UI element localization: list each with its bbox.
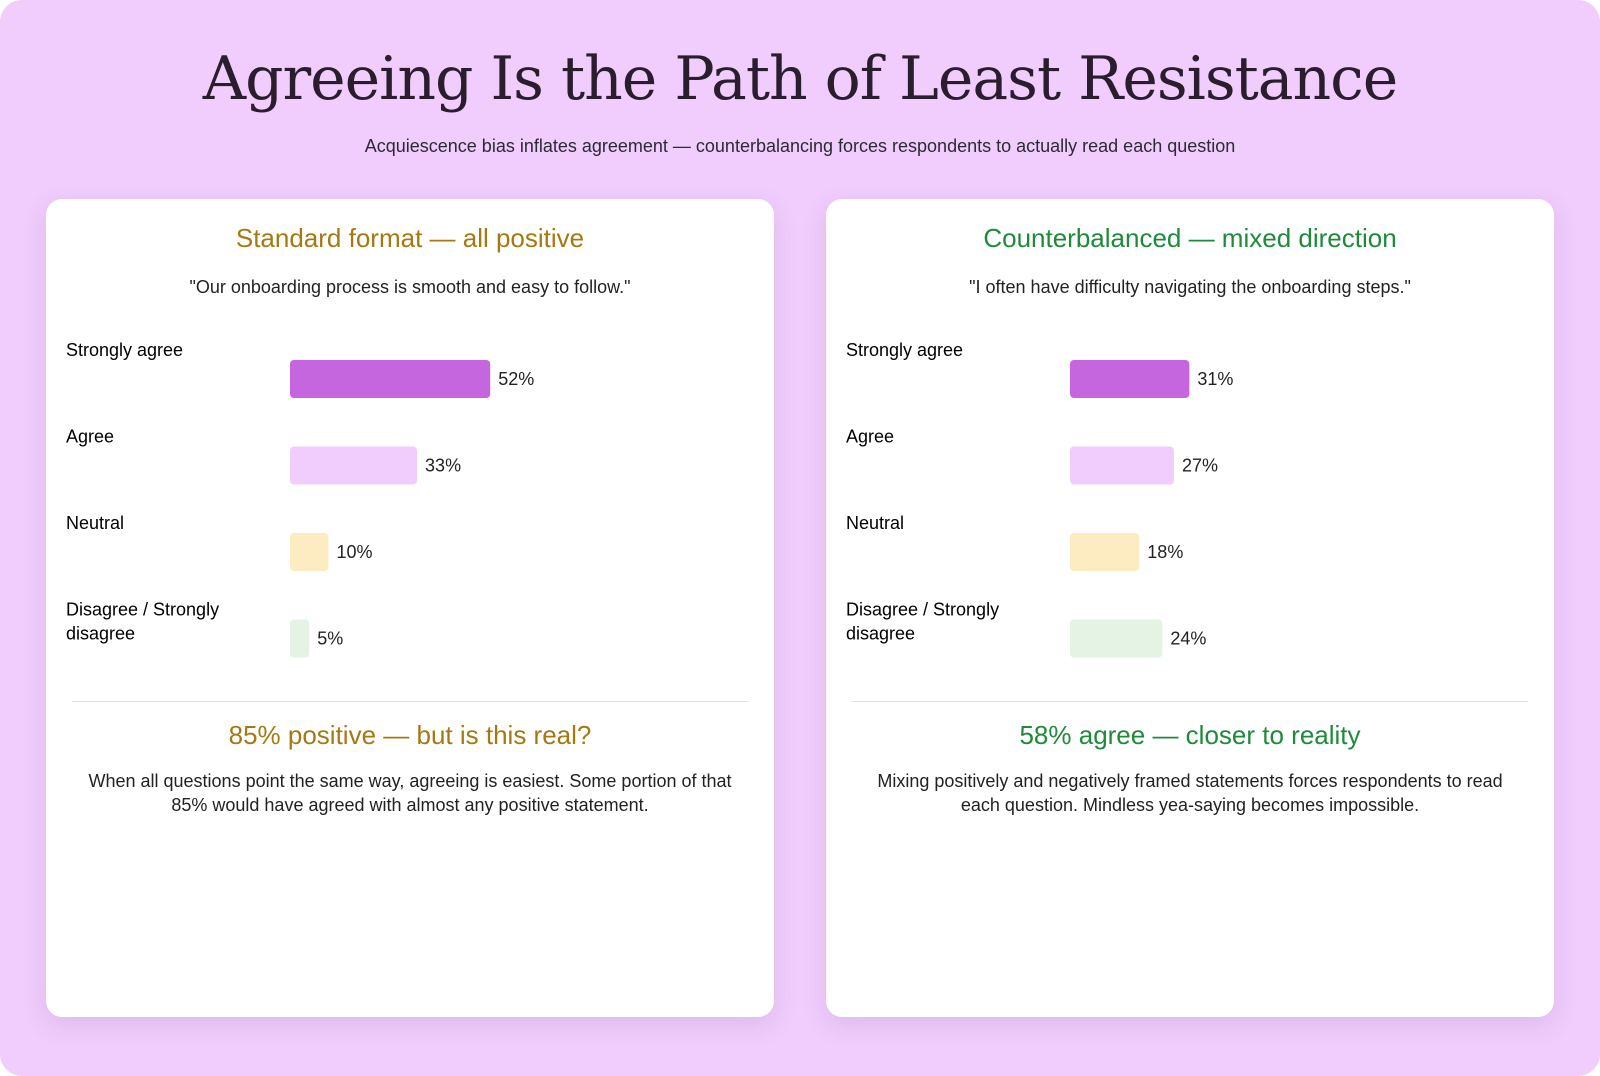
counterbalanced-bar-neutral [1070, 533, 1140, 571]
standard-label-strongly-agree: Strongly agree [66, 340, 183, 360]
counterbalanced-divider [852, 701, 1528, 702]
standard-value-strongly-agree: 52% [498, 369, 534, 389]
counterbalanced-label-strongly-agree: Strongly agree [846, 340, 963, 360]
standard-value-neutral: 10% [337, 542, 373, 562]
standard-value-disagree: 5% [317, 629, 343, 649]
standard-bar-disagree [290, 619, 310, 658]
page-subtitle: Acquiescence bias inflates agreement — c… [364, 136, 1236, 156]
standard-bar-agree [290, 446, 418, 485]
counterbalanced-explanation: Mixing positively and negatively framed … [877, 771, 1503, 815]
counterbalanced-panel-title: Counterbalanced — mixed direction [983, 223, 1397, 253]
counterbalanced-label-agree: Agree [846, 427, 894, 447]
counterbalanced-value-disagree: 24% [1170, 629, 1206, 649]
counterbalanced-bar-chart: Strongly agree 31% Agree 27% Neutral 18% Disag… [846, 340, 1233, 658]
standard-divider [72, 701, 748, 702]
counterbalanced-statement: "I often have difficulty navigating the … [969, 277, 1411, 297]
counterbalanced-panel: Counterbalanced — mixed direction "I oft… [826, 199, 1554, 1017]
counterbalanced-value-neutral: 18% [1147, 542, 1183, 562]
page-title: Agreeing Is the Path of Least Resistance [202, 44, 1399, 114]
standard-bar-strongly-agree [290, 360, 491, 398]
counterbalanced-label-neutral: Neutral [846, 513, 904, 533]
counterbalanced-bar-strongly-agree [1070, 360, 1190, 398]
standard-panel-title: Standard format — all positive [235, 223, 585, 253]
counterbalanced-bar-disagree [1070, 619, 1163, 658]
standard-value-agree: 33% [425, 456, 461, 476]
standard-label-disagree: Disagree / Strongly disagree [66, 600, 219, 644]
standard-bar-chart: Strongly agree 52% Agree 33% Neutral 10% Disag… [66, 340, 534, 658]
standard-label-neutral: Neutral [66, 513, 124, 533]
standard-explanation: When all questions point the same way, a… [88, 771, 732, 815]
standard-format-panel: Standard format — all positive "Our onbo… [46, 199, 774, 1017]
standard-statement: "Our onboarding process is smooth and ea… [189, 277, 631, 297]
counterbalanced-bar-agree [1070, 446, 1174, 485]
standard-label-agree: Agree [66, 427, 114, 447]
counterbalanced-label-disagree: Disagree / Strongly disagree [846, 600, 999, 644]
standard-verdict: 85% positive — but is this real? [228, 720, 592, 750]
standard-bar-neutral [290, 533, 329, 571]
counterbalanced-verdict: 58% agree — closer to reality [1019, 720, 1361, 750]
counterbalanced-value-agree: 27% [1182, 456, 1218, 476]
counterbalanced-value-strongly-agree: 31% [1197, 369, 1233, 389]
